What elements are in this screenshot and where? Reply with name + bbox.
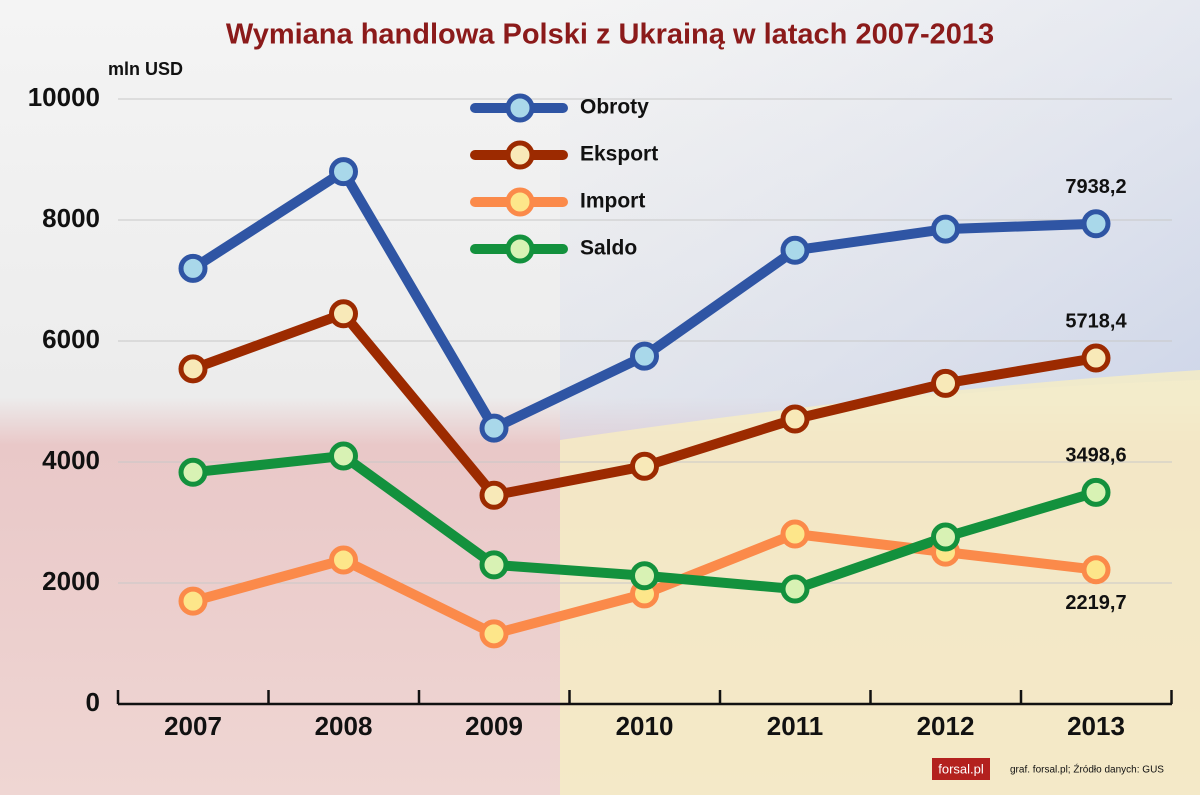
legend-marker [505,93,535,123]
x-tick-label: 2007 [164,711,222,741]
y-tick-label: 10000 [28,82,100,112]
marker [780,404,810,434]
marker [931,522,960,552]
y-tick-label: 6000 [42,324,100,354]
marker [479,480,509,510]
legend-label: Import [580,190,645,213]
marker [1081,477,1111,507]
marker [931,368,960,398]
marker [178,354,208,384]
marker [1081,209,1111,239]
marker [931,214,960,244]
y-tick-label: 2000 [42,566,100,596]
y-tick-label: 4000 [42,445,100,475]
marker [630,341,659,371]
legend-label: Saldo [580,237,637,260]
chart-title: Wymiana handlowa Polski z Ukrainą w lata… [226,19,994,51]
legend-label: Eksport [580,143,658,166]
marker [329,545,358,575]
marker [780,574,810,604]
legend-marker [505,234,535,264]
y-tick-label: 0 [86,687,100,717]
marker [479,413,509,443]
marker [178,457,208,487]
x-tick-label: 2008 [315,711,373,741]
marker [178,586,208,616]
x-tick-label: 2013 [1067,711,1125,741]
legend-marker [505,187,535,217]
data-label: 5718,4 [1065,310,1127,332]
marker [630,561,659,591]
legend-marker [505,140,535,170]
marker [329,157,358,187]
marker [329,299,358,329]
source: graf. forsal.pl; Źródło danych: GUS [1010,763,1164,776]
y-tick-label: 8000 [42,203,100,233]
x-tick-label: 2011 [767,711,823,741]
y-axis-label: mln USD [108,59,183,79]
x-tick-label: 2012 [917,711,975,741]
marker [1081,555,1111,585]
data-label: 7938,2 [1065,176,1126,198]
data-label: 2219,7 [1065,592,1126,614]
x-tick-label: 2010 [616,711,674,741]
marker [329,441,358,471]
marker [1081,343,1111,373]
data-label: 3498,6 [1065,445,1126,467]
marker [479,550,509,580]
marker [479,619,509,649]
marker [178,253,208,283]
legend-label: Obroty [580,96,649,119]
x-tick-label: 2009 [465,711,523,741]
logo: forsal.pl [938,761,984,776]
logo-box [932,758,990,780]
marker [780,519,810,549]
marker [780,235,810,265]
marker [630,451,659,481]
